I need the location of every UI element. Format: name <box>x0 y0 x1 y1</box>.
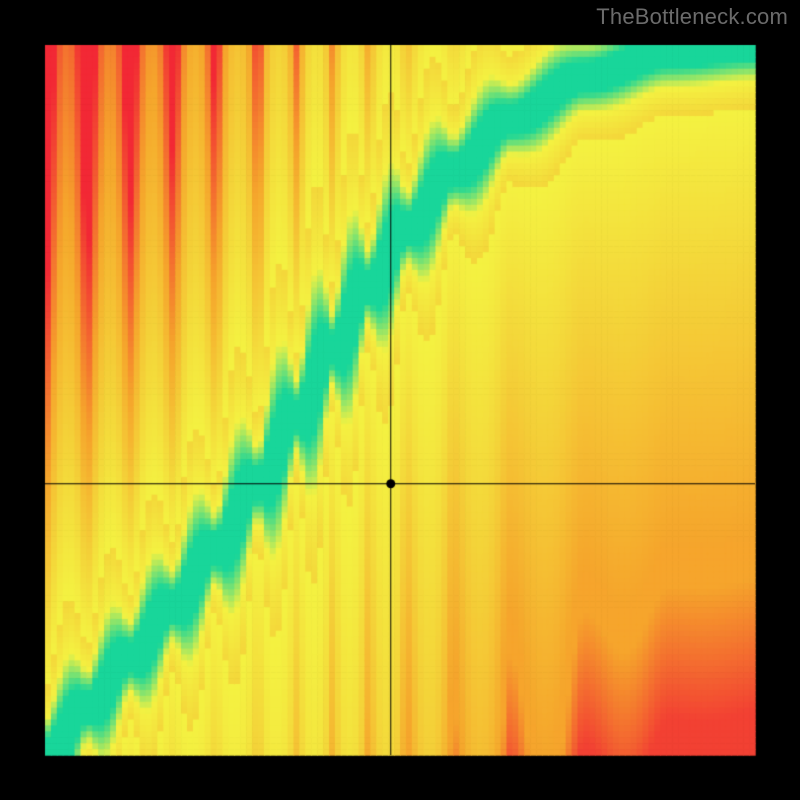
bottleneck-heatmap <box>0 0 800 800</box>
chart-container: TheBottleneck.com <box>0 0 800 800</box>
watermark-text: TheBottleneck.com <box>596 4 788 30</box>
